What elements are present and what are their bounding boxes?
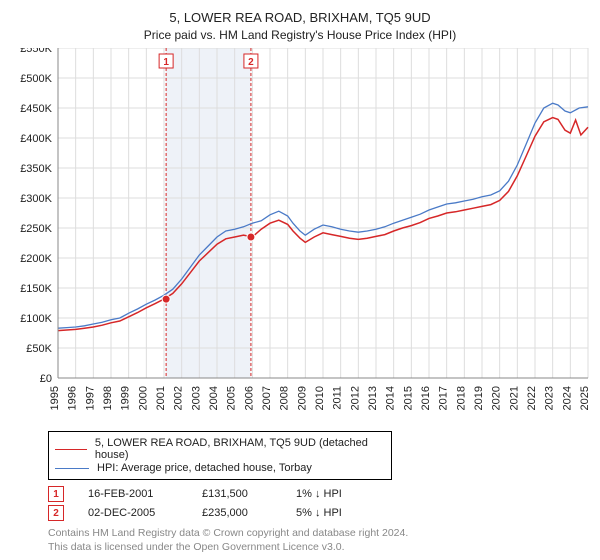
svg-text:2025: 2025: [579, 386, 590, 410]
sale-price: £131,500: [202, 488, 272, 500]
svg-text:2003: 2003: [190, 386, 202, 410]
svg-text:2015: 2015: [402, 386, 414, 410]
svg-text:2001: 2001: [155, 386, 167, 410]
svg-text:£300K: £300K: [20, 193, 52, 205]
svg-text:1996: 1996: [67, 386, 79, 410]
svg-text:2010: 2010: [314, 386, 326, 410]
sale-marker-1: 1: [48, 486, 64, 502]
svg-text:£0: £0: [40, 373, 52, 385]
sale-delta: 5% ↓ HPI: [296, 507, 342, 519]
svg-text:2019: 2019: [473, 386, 485, 410]
legend: 5, LOWER REA ROAD, BRIXHAM, TQ5 9UD (det…: [48, 431, 392, 480]
svg-text:2013: 2013: [367, 386, 379, 410]
sale-price: £235,000: [202, 507, 272, 519]
svg-text:1995: 1995: [49, 386, 61, 410]
svg-text:2008: 2008: [279, 386, 291, 410]
sale-date: 16-FEB-2001: [88, 488, 178, 500]
svg-text:2006: 2006: [243, 386, 255, 410]
svg-text:2004: 2004: [208, 386, 220, 410]
svg-text:2005: 2005: [226, 386, 238, 410]
svg-text:2: 2: [248, 57, 254, 68]
svg-text:2012: 2012: [349, 386, 361, 410]
svg-text:2007: 2007: [261, 386, 273, 410]
svg-text:1999: 1999: [120, 386, 132, 410]
svg-text:£100K: £100K: [20, 313, 52, 325]
svg-text:2018: 2018: [455, 386, 467, 410]
svg-text:2017: 2017: [438, 386, 450, 410]
chart-container: 5, LOWER REA ROAD, BRIXHAM, TQ5 9UD Pric…: [0, 0, 600, 560]
svg-text:£450K: £450K: [20, 103, 52, 115]
svg-text:2022: 2022: [526, 386, 538, 410]
attribution: Contains HM Land Registry data © Crown c…: [48, 527, 590, 554]
svg-text:2002: 2002: [173, 386, 185, 410]
legend-label-property: 5, LOWER REA ROAD, BRIXHAM, TQ5 9UD (det…: [95, 437, 385, 461]
svg-text:£250K: £250K: [20, 223, 52, 235]
svg-text:£150K: £150K: [20, 283, 52, 295]
chart-title-sub: Price paid vs. HM Land Registry's House …: [10, 28, 590, 42]
price-chart: £0 £50K £100K £150K £200K £250K £300K £350K £400…: [10, 48, 590, 420]
svg-text:£500K: £500K: [20, 73, 52, 85]
svg-text:£350K: £350K: [20, 163, 52, 175]
legend-swatch-property: [55, 449, 87, 450]
svg-text:£550K: £550K: [20, 48, 52, 55]
sale-date: 02-DEC-2005: [88, 507, 178, 519]
svg-text:£400K: £400K: [20, 133, 52, 145]
chart-title-main: 5, LOWER REA ROAD, BRIXHAM, TQ5 9UD: [10, 10, 590, 25]
svg-text:2016: 2016: [420, 386, 432, 410]
svg-text:1997: 1997: [84, 386, 96, 410]
svg-text:2009: 2009: [296, 386, 308, 410]
sales-table: 1 16-FEB-2001 £131,500 1% ↓ HPI 2 02-DEC…: [48, 486, 590, 521]
legend-label-hpi: HPI: Average price, detached house, Torb…: [97, 462, 312, 474]
attribution-line: Contains HM Land Registry data © Crown c…: [48, 527, 590, 541]
svg-text:2023: 2023: [544, 386, 556, 410]
sale-marker-2: 2: [48, 505, 64, 521]
sale-delta: 1% ↓ HPI: [296, 488, 342, 500]
svg-text:£200K: £200K: [20, 253, 52, 265]
sale-row: 2 02-DEC-2005 £235,000 5% ↓ HPI: [48, 505, 590, 521]
sale-row: 1 16-FEB-2001 £131,500 1% ↓ HPI: [48, 486, 590, 502]
svg-text:2024: 2024: [561, 386, 573, 410]
svg-text:2014: 2014: [385, 386, 397, 410]
svg-text:2021: 2021: [508, 386, 520, 410]
attribution-line: This data is licensed under the Open Gov…: [48, 541, 590, 555]
svg-text:2011: 2011: [332, 386, 344, 410]
legend-swatch-hpi: [55, 468, 89, 469]
svg-text:1: 1: [163, 57, 169, 68]
svg-text:2000: 2000: [137, 386, 149, 410]
svg-text:2020: 2020: [491, 386, 503, 410]
svg-text:1998: 1998: [102, 386, 114, 410]
svg-text:£50K: £50K: [26, 343, 52, 355]
